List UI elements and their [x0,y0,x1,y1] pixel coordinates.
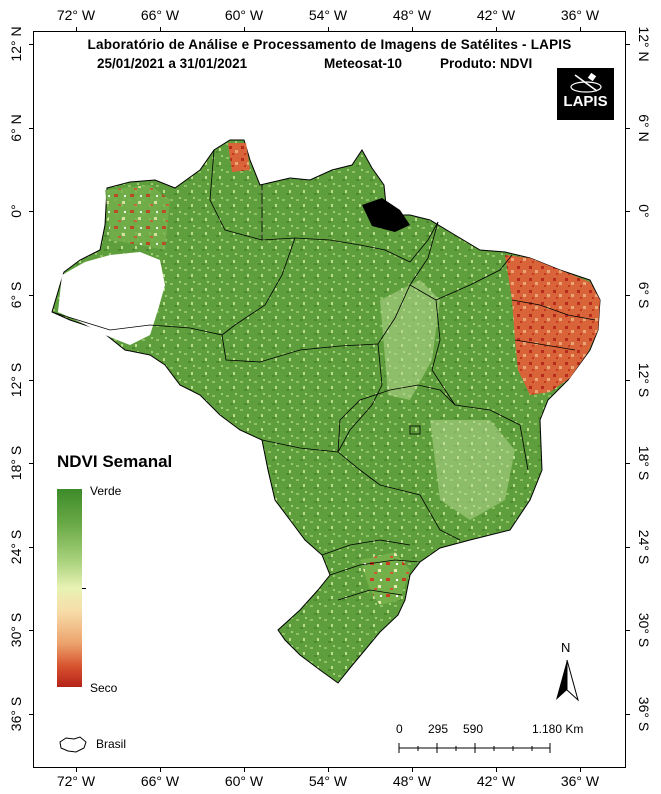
northeast-dry-region [505,255,600,395]
western-dry-patches [105,185,170,250]
lon-label: 42° W [476,773,516,789]
lat-tick [626,44,630,45]
legend-color-bar [57,489,82,687]
lon-label: 72° W [56,7,96,23]
lon-tick [160,27,161,31]
lat-tick [626,547,630,548]
lon-label: 66° W [140,7,180,23]
scale-tick-label: 1.180 Km [532,722,584,736]
north-arrow: N [552,640,582,705]
lon-label: 48° W [392,773,432,789]
scale-tick-label: 0 [396,722,403,736]
brasil-label: Brasil [96,737,127,751]
lon-label: 54° W [308,7,348,23]
lat-tick [29,630,33,631]
satellite-icon [570,72,602,93]
lat-tick [29,295,33,296]
brasil-boundary-symbol [59,736,87,753]
lon-tick [328,768,329,772]
lon-label: 60° W [224,7,264,23]
date-range: 25/01/2021 a 31/01/2021 [97,56,248,71]
lon-label: 54° W [308,773,348,789]
satellite-name: Meteosat-10 [324,56,403,71]
lat-tick [626,463,630,464]
lon-tick [244,27,245,31]
lat-tick [29,44,33,45]
lapis-logo: LAPIS [557,68,614,120]
legend-high-label: Verde [90,484,122,498]
lat-tick [626,295,630,296]
lon-tick [580,768,581,772]
lat-tick [29,714,33,715]
lon-tick [412,768,413,772]
lon-tick [328,27,329,31]
lon-label: 48° W [392,7,432,23]
scale-tick-label: 590 [463,722,484,736]
scale-tick-label: 295 [428,722,449,736]
lon-tick [412,27,413,31]
legend-mid-tick [82,588,86,589]
lat-tick [626,714,630,715]
lon-tick [496,27,497,31]
lat-tick [626,630,630,631]
north-dry-patch [228,143,250,172]
lat-tick [29,211,33,212]
lat-tick [29,128,33,129]
lon-label: 60° W [224,773,264,789]
lat-tick [29,380,33,381]
lon-tick [244,768,245,772]
lon-tick [580,27,581,31]
lon-tick [496,768,497,772]
lon-label: 36° W [560,773,600,789]
legend-low-label: Seco [90,681,118,695]
brazil-territory [51,139,601,684]
lon-tick [76,768,77,772]
north-arrow-icon [556,659,579,702]
lat-tick [626,380,630,381]
lon-tick [160,768,161,772]
lat-tick [626,211,630,212]
central-light-region [380,280,440,400]
legend-title: NDVI Semanal [57,452,173,471]
product-name: Produto: NDVI [440,56,533,71]
lon-label: 36° W [560,7,600,23]
lat-tick [29,463,33,464]
scale-bar-line [398,743,551,753]
lon-label: 72° W [56,773,96,789]
logo-text: LAPIS [563,93,608,110]
map-title: Laboratório de Análise e Processamento d… [87,37,572,52]
amazon-delta-islands [362,198,410,232]
state-borders [51,149,596,601]
lon-label: 42° W [476,7,516,23]
south-dry-patch [360,552,410,605]
lat-tick [626,128,630,129]
lon-label: 66° W [140,773,180,789]
southeast-light-region [430,420,515,520]
lat-tick [29,547,33,548]
north-label: N [561,640,571,655]
lon-tick [76,27,77,31]
